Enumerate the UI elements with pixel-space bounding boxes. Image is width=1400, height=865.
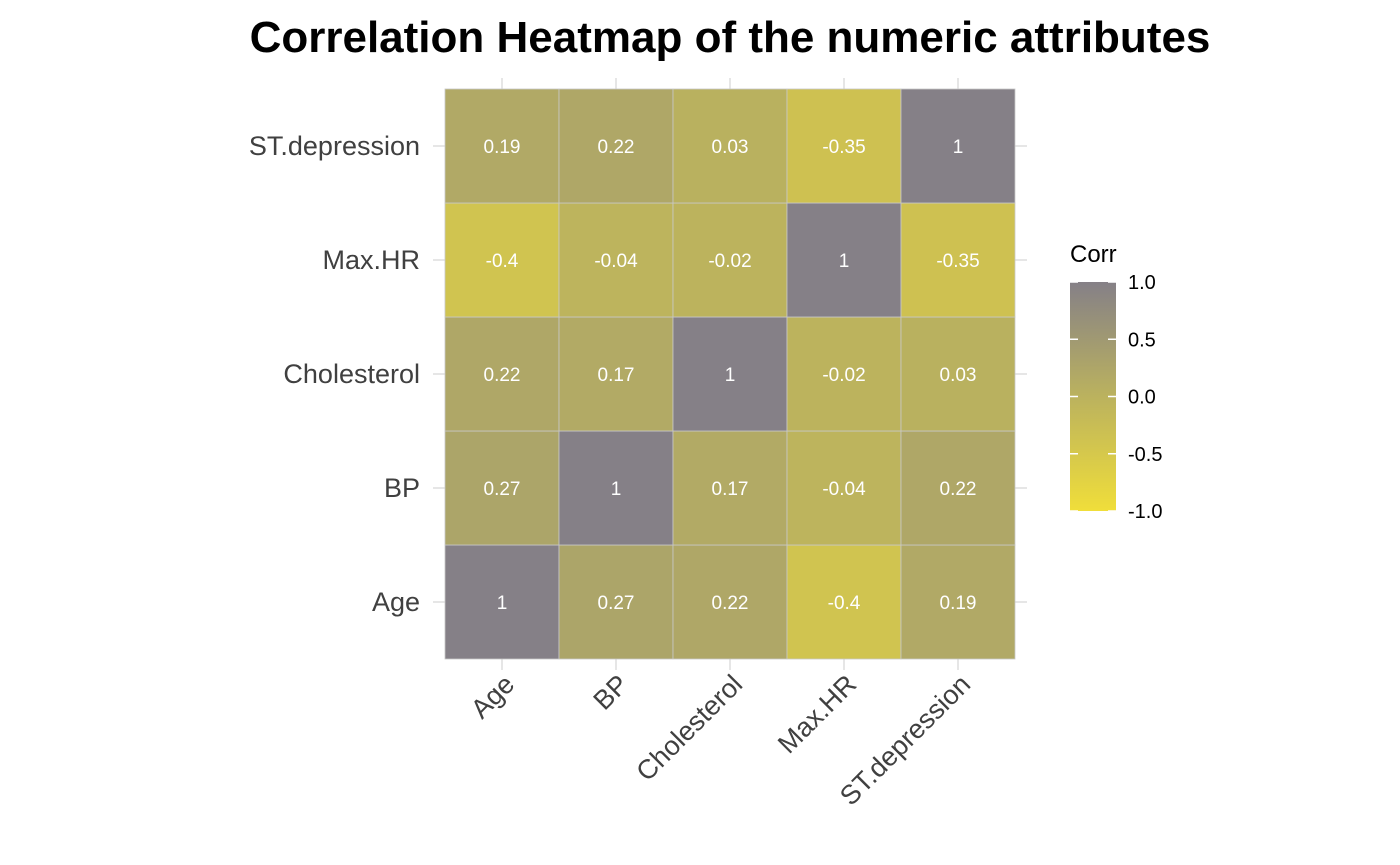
cell-value-label: -0.02 <box>822 365 865 386</box>
cell-value-label: -0.35 <box>822 137 865 158</box>
heatmap-cell <box>900 430 1016 546</box>
heatmap-cell <box>900 88 1016 204</box>
heatmap-cell <box>672 88 788 204</box>
cell-value-label: 1 <box>953 137 964 158</box>
y-axis-tick-label: ST.depression <box>249 131 420 161</box>
heatmap-cell <box>444 430 560 546</box>
cell-value-label: 0.03 <box>712 137 749 158</box>
heatmap-cell <box>786 88 902 204</box>
heatmap-cell <box>786 544 902 660</box>
cell-value-label: 0.17 <box>598 365 635 386</box>
cell-value-label: -0.35 <box>936 251 979 272</box>
x-axis-tick-label: Max.HR <box>772 669 862 759</box>
cell-value-label: 1 <box>497 593 508 614</box>
y-axis-tick-label: Age <box>372 587 420 617</box>
heatmap-cell <box>672 544 788 660</box>
heatmap-cell <box>558 544 674 660</box>
cell-value-label: 0.19 <box>484 137 521 158</box>
chart-title: Correlation Heatmap of the numeric attri… <box>250 13 1211 62</box>
y-axis-tick-labels: Age BP Cholesterol Max.HR ST.depression <box>249 131 420 617</box>
heatmap-cell <box>900 544 1016 660</box>
cell-value-label: 0.22 <box>598 137 635 158</box>
cell-value-labels: 1 0.27 0.22 -0.4 0.19 0.27 1 0.17 -0.04 0.22 0.22 0… <box>484 137 980 614</box>
legend-tick-label: -1.0 <box>1128 501 1162 523</box>
y-axis-tick-label: Max.HR <box>322 245 420 275</box>
heatmap-cell <box>558 430 674 546</box>
cell-value-label: 0.27 <box>484 479 521 500</box>
cell-value-label: 0.22 <box>712 593 749 614</box>
heatmap-cell <box>786 430 902 546</box>
legend-tick-labels: 1.0 0.5 0.0 -0.5 -1.0 <box>1070 272 1162 523</box>
legend-title: Corr <box>1070 241 1117 268</box>
legend-tick-label: -0.5 <box>1128 444 1162 466</box>
heatmap-cells <box>444 88 1016 660</box>
cell-value-label: 0.27 <box>598 593 635 614</box>
heatmap-cell <box>672 316 788 432</box>
cell-value-label: 1 <box>839 251 850 272</box>
cell-value-label: -0.4 <box>828 593 861 614</box>
cell-value-label: -0.04 <box>594 251 638 272</box>
x-axis-tick-label: Age <box>465 669 520 724</box>
cell-value-label: -0.4 <box>486 251 519 272</box>
x-axis-tick-label: Cholesterol <box>630 669 748 787</box>
heatmap-cell <box>672 430 788 546</box>
y-axis-tick-label: BP <box>384 473 420 503</box>
legend-tick-label: 0.0 <box>1128 387 1156 409</box>
heatmap-cell <box>444 88 560 204</box>
y-axis-tick-label: Cholesterol <box>283 359 420 389</box>
color-legend: Corr 1.0 0.5 0.0 -0.5 -1.0 <box>1070 241 1162 523</box>
cell-value-label: 0.22 <box>940 479 977 500</box>
cell-value-label: 0.17 <box>712 479 749 500</box>
heatmap-cell <box>444 202 560 318</box>
heatmap-cell <box>900 202 1016 318</box>
cell-value-label: -0.04 <box>822 479 866 500</box>
heatmap-cell <box>558 316 674 432</box>
cell-value-label: 1 <box>725 365 736 386</box>
heatmap-cell <box>558 202 674 318</box>
cell-value-label: -0.02 <box>708 251 751 272</box>
cell-value-label: 1 <box>611 479 622 500</box>
cell-value-label: 0.19 <box>940 593 977 614</box>
heatmap-cell <box>558 88 674 204</box>
x-axis-tick-label: BP <box>588 669 635 716</box>
cell-value-label: 0.22 <box>484 365 521 386</box>
heatmap-cell <box>444 316 560 432</box>
legend-tick-label: 1.0 <box>1128 272 1156 294</box>
cell-value-label: 0.03 <box>940 365 977 386</box>
legend-tick-label: 0.5 <box>1128 329 1156 351</box>
heatmap-cell <box>786 202 902 318</box>
